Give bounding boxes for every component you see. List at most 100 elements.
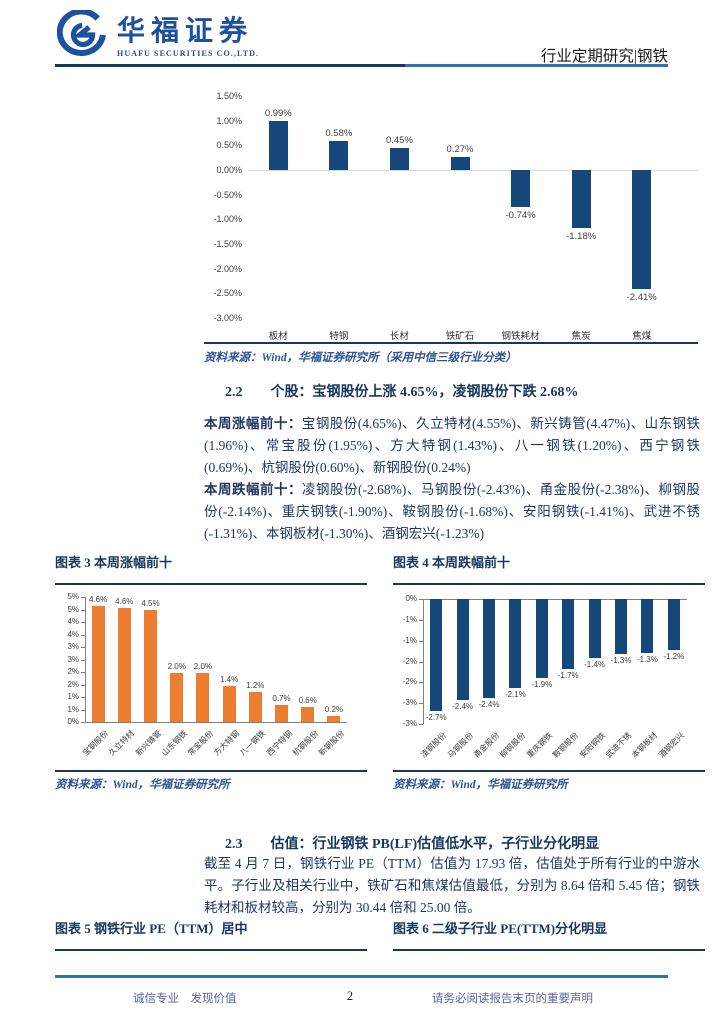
bar <box>91 605 105 722</box>
bar-value-label: -0.74% <box>505 209 536 221</box>
y-tick-label: -1% <box>402 614 417 624</box>
y-tick-label: 1% <box>67 704 79 714</box>
y-tick-label: -1.00% <box>213 214 242 225</box>
y-tick-label: 5% <box>67 604 79 614</box>
paragraph-valuation: 截至 4 月 7 日，钢铁行业 PE（TTM）估值为 17.93 倍，估值处于所… <box>204 856 700 915</box>
x-category-label: 焦煤 <box>632 331 652 342</box>
x-axis-line <box>423 599 687 600</box>
y-tick-label: 0% <box>67 717 79 726</box>
y-tick-label: 3% <box>67 654 79 664</box>
paragraph-lead: 本周跌幅前十： <box>204 482 302 497</box>
bar-value-label: 4.6% <box>115 597 134 607</box>
figure-industry-weekly-change: 1.50% 1.00% 0.50% 0.00% -0.50% -1.00% -1.50% -2… <box>204 90 698 365</box>
section-heading-2-3: 2.3 估值：行业钢铁 PB(LF)估值低水平，子行业分化明显 <box>225 833 599 853</box>
y-tick-label: 3% <box>67 642 79 651</box>
y-axis-line <box>423 599 424 724</box>
header-rule-light <box>405 64 668 67</box>
bar <box>301 707 315 722</box>
bar-chart-industry-weekly-change: 1.50% 1.00% 0.50% 0.00% -0.50% -1.00% -1.50% -2… <box>204 90 698 342</box>
bar-value-label: 4.6% <box>88 594 108 604</box>
y-tick-mark <box>81 722 85 723</box>
bar-value-label: -2.41% <box>626 291 657 303</box>
y-tick-label: 1.50% <box>216 91 242 101</box>
x-axis-line <box>85 722 347 723</box>
y-tick-mark <box>81 622 85 623</box>
bar-value-label: -2.1% <box>504 690 526 700</box>
paragraph-body: 宝钢股份(4.65%)、久立特材(4.55%)、新兴铸管(4.47%)、山东钢铁… <box>204 416 700 475</box>
y-tick-label: 0% <box>405 594 417 603</box>
footer-slogan: 诚信专业 发现价值 <box>133 993 237 1005</box>
x-category-label: 八一钢铁 <box>238 728 268 758</box>
bar <box>268 121 288 170</box>
bar-value-label: 1.4% <box>219 675 239 685</box>
report-type-label: 行业定期研究|钢铁 <box>540 48 668 65</box>
figure-title: 图表 3 本周涨幅前十 <box>55 555 173 570</box>
header-rule-dark <box>55 64 405 67</box>
bar-value-label: -1.3% <box>610 655 632 665</box>
bar-value-label: 0.2% <box>324 705 344 714</box>
bar <box>222 686 236 722</box>
x-category-label: 板材 <box>268 331 288 342</box>
x-category-label: 新钢股份 <box>316 728 346 758</box>
figure-bottom-rule <box>204 342 698 344</box>
y-tick-label: -2% <box>402 677 417 687</box>
bar <box>641 599 654 654</box>
x-category-label: 久立特材 <box>107 728 137 758</box>
figure-pe-ttm-industry: 图表 5 钢铁行业 PE（TTM）居中 <box>55 918 367 951</box>
y-tick-label: 0.00% <box>216 165 242 175</box>
figure-title: 图表 4 本周跌幅前十 <box>393 555 511 570</box>
bar <box>144 610 157 722</box>
header-logo: 华福证券 HUAFU SECURITIES CO.,LTD. <box>56 8 259 65</box>
bar-value-label: 0.7% <box>272 693 291 703</box>
footer-disclaimer: 请务必阅读报告末页的重要声明 <box>432 993 593 1005</box>
bar-value-label: 4.5% <box>141 599 160 609</box>
bar <box>456 599 469 701</box>
x-category-label: 甬金股份 <box>472 730 502 760</box>
y-tick-label: -1.50% <box>213 239 242 249</box>
y-tick-mark <box>419 599 423 600</box>
bar-value-label: 0.58% <box>325 128 353 140</box>
y-tick-label: 0.50% <box>216 140 242 151</box>
figure-bottom-rule <box>393 770 705 772</box>
bar-value-label: 0.27% <box>446 143 474 155</box>
figure-title: 图表 6 二级子行业 PE(TTM)分化明显 <box>393 921 608 936</box>
section-heading-2-2: 2.2 个股：宝钢股份上涨 4.65%，凌钢股份下跌 2.68% <box>225 381 579 401</box>
bar <box>430 599 443 711</box>
zero-gridline <box>248 170 698 171</box>
bar <box>117 608 131 722</box>
y-tick-mark <box>81 709 85 711</box>
bar <box>275 704 288 722</box>
figure-bottom-rule <box>55 770 367 772</box>
bar-value-label: -2.7% <box>425 712 447 722</box>
y-tick-mark <box>81 609 85 611</box>
bar <box>327 716 341 722</box>
x-category-label: 杭钢股份 <box>290 728 320 758</box>
paragraph-lead: 本周涨幅前十： <box>204 416 302 431</box>
y-tick-mark <box>419 619 423 621</box>
bar <box>248 692 262 722</box>
bar <box>535 599 548 679</box>
x-category-label: 本钢板材 <box>630 730 660 760</box>
y-tick-label: 2% <box>67 679 79 689</box>
figure-top-rule <box>393 949 705 951</box>
footer-rule <box>55 975 668 978</box>
bar-value-label: -1.4% <box>584 659 606 669</box>
bar <box>389 147 409 170</box>
y-tick-label: 1% <box>67 692 79 701</box>
x-category-label: 柳钢股份 <box>498 730 528 760</box>
y-tick-mark <box>419 682 423 684</box>
bar <box>615 599 627 654</box>
y-axis-line <box>85 597 86 722</box>
bar <box>170 673 184 722</box>
x-category-label: 特钢 <box>329 331 349 342</box>
page-number: 2 <box>346 989 354 1003</box>
source-note: 资料来源：Wind，华福证券研究所 <box>55 779 230 791</box>
x-category-label: 铁矿石 <box>445 331 475 342</box>
bar <box>588 599 601 658</box>
x-category-label: 西宁特钢 <box>264 728 294 758</box>
y-tick-label: -2.00% <box>213 263 242 274</box>
section-title: 个股：宝钢股份上涨 4.65%，凌钢股份下跌 2.68% <box>270 385 579 400</box>
y-tick-label: -3% <box>402 698 417 708</box>
section-number: 2.2 <box>225 385 243 400</box>
huafu-logo-icon <box>56 8 109 65</box>
